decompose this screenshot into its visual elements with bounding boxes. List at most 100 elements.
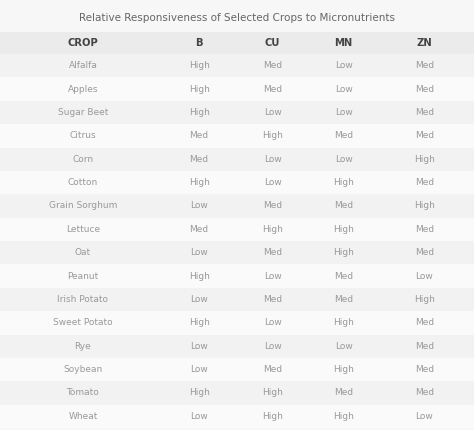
Text: High: High bbox=[414, 295, 435, 304]
Text: Sugar Beet: Sugar Beet bbox=[58, 108, 108, 117]
Text: Med: Med bbox=[263, 85, 282, 94]
Bar bbox=[0, 194, 474, 218]
Text: Tomato: Tomato bbox=[66, 388, 100, 397]
Text: High: High bbox=[189, 388, 210, 397]
Text: Med: Med bbox=[415, 248, 434, 257]
Text: Rye: Rye bbox=[74, 342, 91, 351]
Text: Grain Sorghum: Grain Sorghum bbox=[49, 201, 117, 210]
Text: Low: Low bbox=[264, 342, 282, 351]
Text: Med: Med bbox=[263, 61, 282, 70]
Text: High: High bbox=[333, 178, 354, 187]
Text: Med: Med bbox=[415, 388, 434, 397]
Text: Med: Med bbox=[334, 201, 353, 210]
Text: Med: Med bbox=[263, 365, 282, 374]
Text: High: High bbox=[189, 272, 210, 280]
Text: B: B bbox=[195, 38, 203, 48]
Bar bbox=[0, 358, 474, 381]
Text: MN: MN bbox=[335, 38, 353, 48]
Text: Med: Med bbox=[334, 388, 353, 397]
Bar bbox=[0, 101, 474, 124]
Text: Med: Med bbox=[415, 108, 434, 117]
Text: CU: CU bbox=[265, 38, 280, 48]
Text: Med: Med bbox=[190, 131, 209, 140]
Text: Low: Low bbox=[190, 365, 208, 374]
Text: Low: Low bbox=[190, 412, 208, 421]
Bar bbox=[0, 124, 474, 147]
Text: Low: Low bbox=[264, 272, 282, 280]
Text: High: High bbox=[333, 225, 354, 234]
Text: Low: Low bbox=[264, 318, 282, 327]
Text: Med: Med bbox=[334, 272, 353, 280]
Text: Peanut: Peanut bbox=[67, 272, 99, 280]
Bar bbox=[0, 77, 474, 101]
Text: Low: Low bbox=[264, 155, 282, 164]
Bar bbox=[0, 54, 474, 77]
Text: Oat: Oat bbox=[75, 248, 91, 257]
Text: Low: Low bbox=[190, 295, 208, 304]
Text: Low: Low bbox=[190, 201, 208, 210]
Text: High: High bbox=[189, 318, 210, 327]
Bar bbox=[0, 171, 474, 194]
Bar bbox=[0, 218, 474, 241]
Text: Lettuce: Lettuce bbox=[66, 225, 100, 234]
Text: High: High bbox=[333, 248, 354, 257]
Text: Low: Low bbox=[264, 108, 282, 117]
Text: Low: Low bbox=[415, 272, 433, 280]
Text: Low: Low bbox=[190, 342, 208, 351]
Text: Med: Med bbox=[190, 155, 209, 164]
Text: Med: Med bbox=[415, 61, 434, 70]
Text: Med: Med bbox=[415, 318, 434, 327]
Text: High: High bbox=[189, 85, 210, 94]
Text: Alfalfa: Alfalfa bbox=[69, 61, 97, 70]
Text: Wheat: Wheat bbox=[68, 412, 98, 421]
Bar bbox=[0, 241, 474, 264]
Text: Med: Med bbox=[415, 342, 434, 351]
Bar bbox=[0, 381, 474, 405]
Text: Low: Low bbox=[335, 61, 353, 70]
Text: Cotton: Cotton bbox=[68, 178, 98, 187]
Text: Corn: Corn bbox=[73, 155, 93, 164]
Text: CROP: CROP bbox=[68, 38, 98, 48]
Text: High: High bbox=[333, 365, 354, 374]
Text: High: High bbox=[189, 178, 210, 187]
Text: Med: Med bbox=[334, 131, 353, 140]
Text: High: High bbox=[414, 201, 435, 210]
Text: Med: Med bbox=[415, 225, 434, 234]
Text: Soybean: Soybean bbox=[64, 365, 102, 374]
Text: Med: Med bbox=[263, 248, 282, 257]
Text: ZN: ZN bbox=[416, 38, 432, 48]
Text: Med: Med bbox=[263, 201, 282, 210]
Text: Med: Med bbox=[263, 295, 282, 304]
Text: Low: Low bbox=[335, 155, 353, 164]
Text: Relative Responsiveness of Selected Crops to Micronutrients: Relative Responsiveness of Selected Crop… bbox=[79, 13, 395, 23]
Text: Citrus: Citrus bbox=[70, 131, 96, 140]
Text: High: High bbox=[333, 318, 354, 327]
Text: Low: Low bbox=[335, 108, 353, 117]
Text: High: High bbox=[189, 61, 210, 70]
Text: Low: Low bbox=[264, 178, 282, 187]
Text: Med: Med bbox=[415, 131, 434, 140]
Text: Sweet Potato: Sweet Potato bbox=[53, 318, 113, 327]
Text: Med: Med bbox=[334, 295, 353, 304]
Text: High: High bbox=[189, 108, 210, 117]
Text: Med: Med bbox=[415, 365, 434, 374]
Bar bbox=[0, 147, 474, 171]
Text: Irish Potato: Irish Potato bbox=[57, 295, 109, 304]
Text: High: High bbox=[262, 388, 283, 397]
Bar bbox=[0, 32, 474, 54]
Bar bbox=[0, 335, 474, 358]
Text: Med: Med bbox=[415, 85, 434, 94]
Text: Med: Med bbox=[415, 178, 434, 187]
Text: High: High bbox=[333, 412, 354, 421]
Text: Low: Low bbox=[335, 342, 353, 351]
Text: High: High bbox=[262, 225, 283, 234]
Text: Low: Low bbox=[415, 412, 433, 421]
Bar bbox=[0, 264, 474, 288]
Text: Low: Low bbox=[190, 248, 208, 257]
Text: Apples: Apples bbox=[68, 85, 98, 94]
Text: High: High bbox=[262, 412, 283, 421]
Bar bbox=[0, 405, 474, 428]
Text: High: High bbox=[414, 155, 435, 164]
Text: High: High bbox=[262, 131, 283, 140]
Bar bbox=[0, 311, 474, 335]
